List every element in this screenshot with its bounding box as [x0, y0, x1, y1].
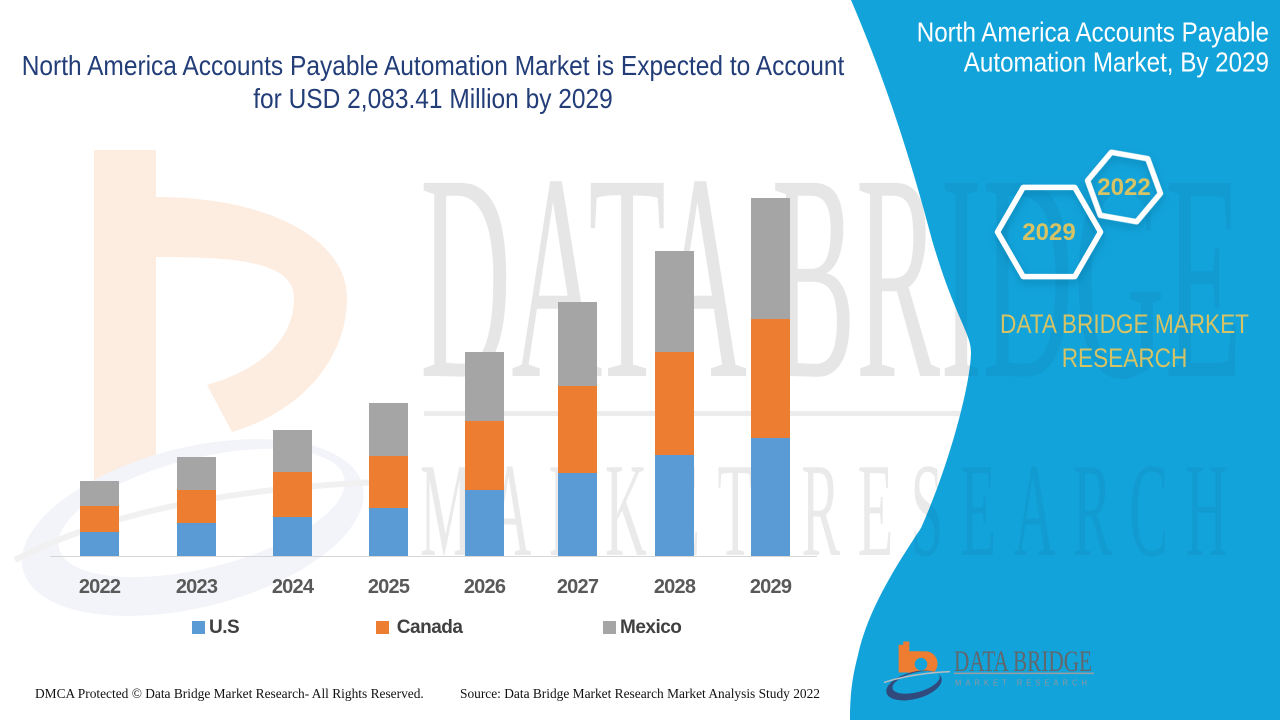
- svg-text:MARKET RESEARCH: MARKET RESEARCH: [420, 436, 1245, 584]
- svg-text:2022: 2022: [1097, 174, 1150, 201]
- svg-text:DATA BRIDGE: DATA BRIDGE: [954, 645, 1092, 678]
- svg-text:MARKET RESEARCH: MARKET RESEARCH: [955, 678, 1091, 687]
- svg-text:2029: 2029: [1022, 219, 1075, 246]
